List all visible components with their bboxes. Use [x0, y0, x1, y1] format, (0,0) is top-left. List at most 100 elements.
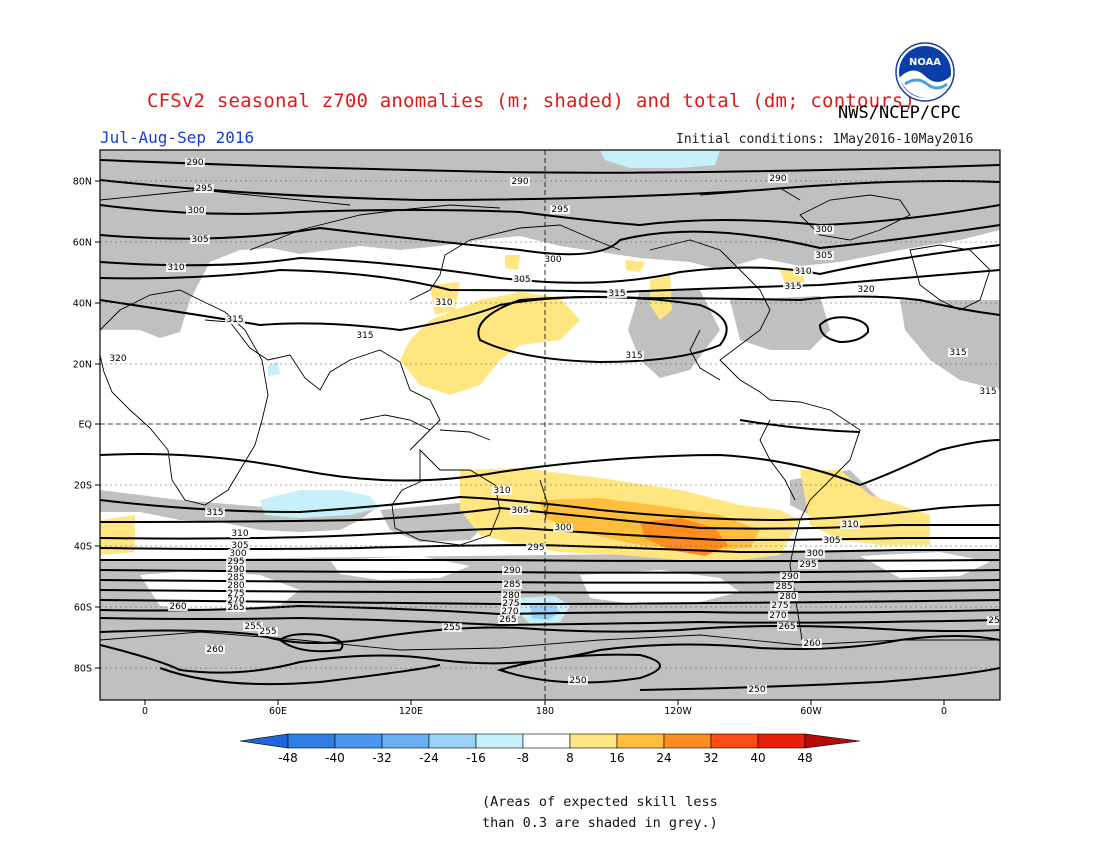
contour-label: 310	[794, 267, 811, 277]
contour-label: 280	[502, 591, 519, 601]
contour-label-bg	[168, 602, 188, 611]
contour-label-bg	[510, 177, 530, 186]
contour-label: 290	[781, 572, 798, 582]
colorbar-label: 40	[750, 751, 765, 765]
lat-tick-label: 60N	[73, 238, 92, 249]
contour-label: 260	[206, 645, 223, 655]
colorbar-segment	[616, 733, 665, 749]
lon-tick-label: 120W	[664, 706, 692, 717]
contour-label-bg	[510, 506, 530, 515]
contour-label: 295	[551, 205, 568, 215]
contour-label: 270	[501, 607, 518, 617]
contour-label: 310	[435, 298, 452, 308]
colorbar-segment	[522, 733, 571, 749]
longitude-axis: 0 60E 120E 180 120W 60W 0	[142, 700, 947, 717]
contour-label-bg	[550, 205, 570, 214]
contour-label-bg	[185, 158, 205, 167]
contour-label-bg	[840, 520, 860, 529]
contour-label: 320	[109, 354, 126, 364]
colorbar-label: -32	[372, 751, 392, 765]
colorbar-label: -24	[419, 751, 439, 765]
contour-label-bg	[783, 282, 803, 291]
contour-label-bg	[778, 592, 798, 601]
noaa-logo-text: NOAA	[909, 57, 941, 68]
contour-label-bg	[798, 560, 818, 569]
contour-label: 305	[511, 506, 528, 516]
contour-labels: 2902953003053103153202902953003053103152…	[108, 158, 1000, 695]
contour-label: 315	[206, 508, 223, 518]
contour-label: 295	[227, 557, 244, 567]
contour-label-bg	[814, 251, 834, 260]
colorbar-label: -40	[325, 751, 345, 765]
contour-label-bg	[856, 285, 876, 294]
colorbar: -48 -40 -32 -24 -16 -8 8 16 24 32 40 48	[239, 733, 861, 765]
agency-label: NWS/NCEP/CPC	[838, 103, 961, 123]
contour-label: 285	[227, 573, 244, 583]
contour-label: 250	[569, 676, 586, 686]
contour-label: 265	[778, 622, 795, 632]
contour-label-bg	[822, 536, 842, 545]
contour-label: 310	[841, 520, 858, 530]
lat-tick-label: 80N	[73, 177, 92, 188]
contour-label-bg	[768, 174, 788, 183]
contour-label: 315	[979, 387, 996, 397]
contour-label: 315	[949, 348, 966, 358]
contour-label: 290	[227, 565, 244, 575]
map-title: CFSv2 seasonal z700 anomalies (m; shaded…	[147, 90, 916, 112]
contour-label: 315	[356, 331, 373, 341]
colorbar-label: 8	[566, 751, 574, 765]
contour-label-bg	[226, 557, 246, 566]
contour-label: 300	[229, 549, 246, 559]
contour-label-bg	[793, 267, 813, 276]
contour-label: 275	[771, 601, 788, 611]
contour-label: 300	[544, 255, 561, 265]
contour-label-bg	[802, 639, 822, 648]
contour-label: 25	[988, 616, 999, 626]
contour-label-bg	[543, 255, 563, 264]
contour-label: 295	[527, 543, 544, 553]
colorbar-segment	[710, 733, 759, 749]
contour-label: 305	[231, 541, 248, 551]
contour-label-bg	[624, 351, 644, 360]
colorbar-arrow-right	[804, 733, 861, 749]
contour-label: 255	[259, 627, 276, 637]
contour-label: 315	[226, 315, 243, 325]
skill-note-line1: (Areas of expected skill less	[482, 794, 718, 810]
contour-label: 290	[186, 158, 203, 168]
contour-label-bg	[205, 508, 225, 517]
lon-tick-label: 60W	[800, 706, 822, 717]
contour-label-bg	[243, 622, 263, 631]
colorbar-label: -16	[466, 751, 486, 765]
lat-tick-label: 80S	[74, 664, 92, 675]
contour-label-bg	[770, 601, 790, 610]
contour-label: 320	[857, 285, 874, 295]
contour-label-bg	[226, 603, 246, 612]
contour-label-bg	[492, 486, 512, 495]
contour-label-bg	[442, 623, 462, 632]
contour-label-bg	[186, 206, 206, 215]
contour-label: 305	[815, 251, 832, 261]
contour-label: 300	[806, 549, 823, 559]
contour-label-bg	[502, 580, 522, 589]
contour-label: 260	[169, 602, 186, 612]
contour-label: 285	[775, 582, 792, 592]
colorbar-segment	[475, 733, 524, 749]
contour-label-bg	[226, 573, 246, 582]
contour-label-bg	[986, 616, 1000, 625]
contour-label-bg	[230, 541, 250, 550]
season-label: Jul-Aug-Sep 2016	[100, 128, 255, 147]
colorbar-segment	[287, 733, 336, 749]
contour-label: 300	[554, 523, 571, 533]
contour-label: 295	[799, 560, 816, 570]
lon-tick-label: 0	[142, 706, 148, 717]
colorbar-segment	[334, 733, 383, 749]
colorbar-label: 24	[656, 751, 671, 765]
latitude-axis: 80N 60N 40N 20N EQ 20S 40S 60S 80S	[73, 177, 100, 675]
colorbar-arrow-left	[239, 733, 289, 749]
contour-label-bg	[774, 582, 794, 591]
colorbar-segment	[381, 733, 430, 749]
contour-label-bg	[607, 289, 627, 298]
contour-label-bg	[501, 591, 521, 600]
colorbar-segment	[757, 733, 806, 749]
